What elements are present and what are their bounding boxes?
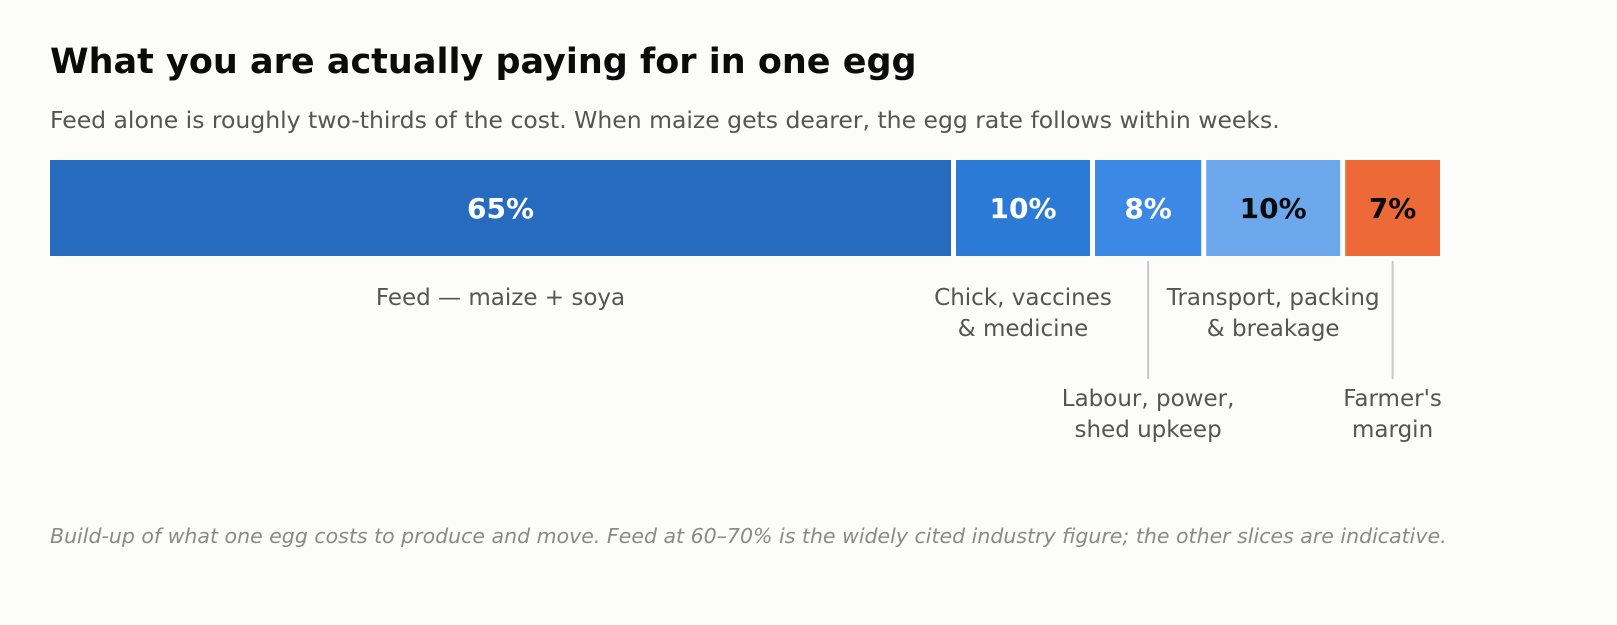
- bar-segment-1: [50, 160, 951, 256]
- value-label-5: 7%: [1369, 192, 1417, 225]
- category-labels: Feed — maize + soya Chick, vaccines & medi…: [376, 285, 1442, 443]
- value-label-2: 10%: [989, 192, 1056, 225]
- category-label-4-line-1: Transport, packing: [1166, 285, 1380, 311]
- category-label-2-line-1: Chick, vaccines: [934, 285, 1112, 311]
- value-label-3: 8%: [1124, 192, 1172, 225]
- leader-lines: [1147, 261, 1394, 379]
- category-label-1-line-1: Feed — maize + soya: [376, 285, 625, 311]
- bar-segment-3: [1095, 160, 1202, 256]
- chart-title: What you are actually paying for in one …: [50, 42, 917, 82]
- category-label-4-line-2: & breakage: [1207, 316, 1340, 342]
- value-label-4: 10%: [1240, 192, 1307, 225]
- bar-segments: [50, 160, 1440, 256]
- bar-segment-4: [1206, 160, 1341, 256]
- category-label-5-line-2: margin: [1352, 417, 1433, 443]
- bar-segment-5: [1345, 160, 1440, 256]
- category-label-5-line-1: Farmer's: [1343, 386, 1442, 412]
- value-labels: 65% 10% 8% 10% 7%: [467, 192, 1416, 225]
- chart-footnote: Build-up of what one egg costs to produc…: [50, 524, 1447, 548]
- value-label-1: 65%: [467, 192, 534, 225]
- category-label-2-line-2: & medicine: [958, 316, 1089, 342]
- bar-segment-2: [956, 160, 1090, 256]
- category-label-3-line-2: shed upkeep: [1074, 417, 1221, 443]
- chart-subtitle: Feed alone is roughly two-thirds of the …: [50, 106, 1280, 134]
- category-label-3-line-1: Labour, power,: [1062, 386, 1235, 412]
